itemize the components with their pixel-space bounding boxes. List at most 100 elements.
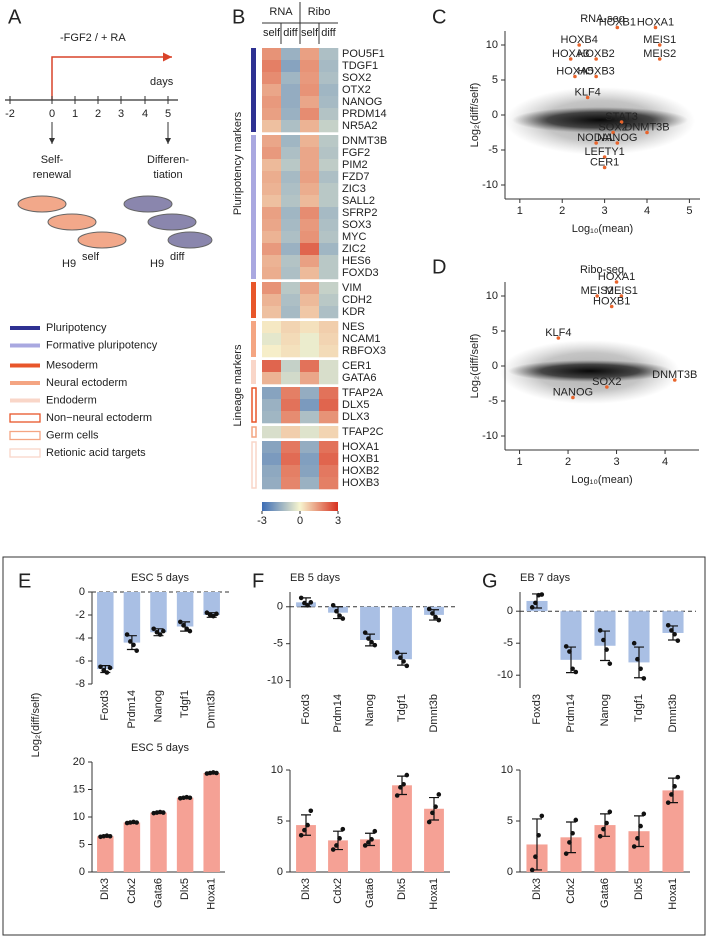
heatmap-cell bbox=[319, 120, 339, 133]
gene-point bbox=[605, 385, 609, 389]
gene-label: DNMT3B bbox=[652, 369, 697, 381]
replicate-dot bbox=[178, 619, 183, 625]
heatmap-cell bbox=[319, 195, 339, 208]
heatmap-cell bbox=[262, 360, 282, 373]
heatmap-cell bbox=[262, 306, 282, 319]
chart-title: EB 5 days bbox=[290, 572, 341, 584]
x-tick-label: Prdm14 bbox=[565, 694, 577, 733]
replicate-dot bbox=[124, 632, 130, 637]
colorbar-tick-label: -3 bbox=[257, 515, 267, 527]
heatmap-cell bbox=[262, 183, 282, 196]
timeline-label: 1 bbox=[72, 108, 78, 120]
colorbar-tick-label: 3 bbox=[335, 515, 341, 527]
heatmap-cell bbox=[319, 411, 339, 424]
replicate-dot bbox=[404, 772, 410, 778]
replicate-dot bbox=[665, 800, 671, 805]
heatmap-cell bbox=[262, 72, 282, 85]
bar bbox=[97, 592, 114, 670]
gene-point bbox=[556, 336, 561, 340]
heatmap-cell bbox=[300, 306, 320, 319]
replicate-dot bbox=[638, 823, 643, 829]
gene-point bbox=[672, 378, 677, 382]
heatmap-cell bbox=[262, 231, 282, 244]
heatmap-cell bbox=[281, 255, 301, 268]
heatmap-cell bbox=[300, 453, 320, 466]
replicate-dot bbox=[305, 602, 310, 608]
heatmap-cell bbox=[300, 72, 320, 85]
heatmap-cell bbox=[300, 219, 320, 232]
panel-letter: B bbox=[232, 6, 245, 28]
x-tick-label: Dlx3 bbox=[300, 878, 312, 900]
x-tick-label: Dlx3 bbox=[531, 878, 543, 900]
replicate-dot bbox=[433, 804, 438, 810]
timeline-label: 4 bbox=[142, 108, 148, 120]
x-tick-label: Cdx2 bbox=[126, 878, 138, 904]
replicate-dot bbox=[573, 669, 579, 675]
bar bbox=[594, 611, 616, 646]
replicate-dot bbox=[302, 600, 307, 606]
gene-label: HOXA3 bbox=[552, 48, 589, 60]
replicate-dot bbox=[298, 595, 304, 601]
heatmap-cell bbox=[281, 453, 301, 466]
heatmap-cell bbox=[281, 399, 301, 412]
x-tick-label: Dlx5 bbox=[179, 878, 191, 900]
gene-label: ZIC3 bbox=[342, 183, 366, 195]
heatmap-cell bbox=[319, 306, 339, 319]
heatmap-cell bbox=[281, 306, 301, 319]
gene-label: NCAM1 bbox=[342, 333, 381, 345]
gene-label: MEIS2 bbox=[581, 285, 614, 297]
x-tick-label: Dlx5 bbox=[396, 878, 408, 900]
heatmap-cell bbox=[262, 387, 282, 400]
gene-point bbox=[619, 294, 624, 298]
gene-label: PIM2 bbox=[342, 159, 368, 171]
gene-label: MEIS1 bbox=[605, 285, 638, 297]
heatmap-cell bbox=[281, 294, 301, 307]
heatmap-cell bbox=[300, 372, 320, 385]
replicate-dot bbox=[669, 792, 674, 797]
state-label: tiation bbox=[153, 169, 182, 181]
x-tick-label: Dmnt3b bbox=[206, 690, 218, 729]
gene-point bbox=[594, 141, 598, 145]
y-tick-label: -6 bbox=[75, 655, 85, 667]
heatmap-cell bbox=[281, 108, 301, 121]
y-tick-label: 0 bbox=[492, 109, 498, 121]
colorbar bbox=[262, 502, 338, 511]
replicate-dot bbox=[631, 844, 637, 849]
heatmap-cell bbox=[319, 465, 339, 478]
chart-title: RNA-seq bbox=[580, 13, 625, 25]
panel-letter: E bbox=[18, 570, 31, 592]
heatmap-cell bbox=[281, 147, 301, 160]
replicate-dot bbox=[529, 605, 535, 610]
y-tick-label: 0 bbox=[277, 601, 283, 613]
column-label: diff bbox=[321, 27, 336, 39]
heatmap-cell bbox=[281, 219, 301, 232]
heatmap-cell bbox=[262, 255, 282, 268]
bar bbox=[392, 785, 412, 872]
legend-swatch bbox=[10, 326, 40, 330]
y-tick-label: -10 bbox=[267, 675, 283, 687]
gene-label: DNMT3B bbox=[342, 135, 387, 147]
replicate-dot bbox=[672, 631, 677, 637]
group-bar bbox=[251, 48, 256, 132]
heatmap-cell bbox=[262, 60, 282, 73]
heatmap-cell bbox=[319, 477, 339, 490]
heatmap-cell bbox=[300, 333, 320, 346]
x-tick-label: Dlx5 bbox=[633, 878, 645, 900]
x-tick-label: 2 bbox=[559, 205, 565, 217]
replicate-dot bbox=[539, 813, 545, 819]
gene-label: FOXD3 bbox=[342, 267, 379, 279]
y-tick-label: 0 bbox=[507, 866, 513, 878]
y-tick-label: 5 bbox=[79, 838, 85, 850]
replicate-dot bbox=[563, 851, 569, 856]
bar bbox=[203, 773, 220, 872]
x-tick-label: Hoxa1 bbox=[667, 878, 679, 910]
heatmap-cell bbox=[300, 48, 320, 61]
legend-swatch bbox=[10, 381, 40, 385]
legend-label: Pluripotency bbox=[46, 322, 107, 334]
y-tick-label: 15 bbox=[73, 783, 85, 795]
replicate-dot bbox=[104, 670, 110, 675]
heatmap-cell bbox=[300, 255, 320, 268]
y-tick-label: -4 bbox=[75, 632, 85, 644]
panel-letter: A bbox=[8, 6, 22, 28]
